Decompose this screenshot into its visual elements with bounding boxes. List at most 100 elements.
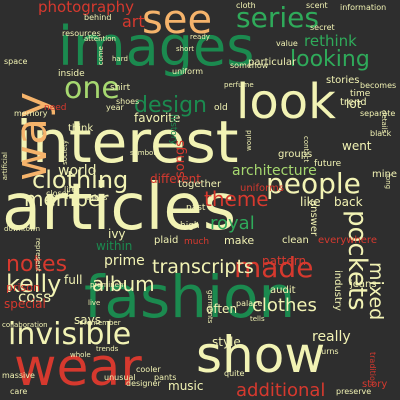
word-art: art [122, 12, 145, 31]
word-architecture: architecture [232, 163, 317, 179]
word-went: went [342, 139, 372, 153]
word-uniform: uniform [172, 67, 204, 76]
word-looking: looking [290, 47, 370, 72]
word-memory: memory [14, 109, 48, 118]
word-live: live [88, 299, 101, 307]
word-think: think [68, 123, 94, 134]
word-everywhere: everywhere [318, 235, 377, 246]
word-shoes: shoes [116, 97, 140, 106]
word-answer: answer [308, 200, 319, 237]
word-invisible: invisible [8, 317, 132, 352]
word-life: life [64, 185, 77, 194]
word-see: see [142, 0, 213, 43]
word-symbol: symbol [130, 149, 156, 157]
word-full: full [64, 273, 83, 287]
word-massive: massive [2, 371, 35, 380]
word-palace: palace [236, 299, 263, 308]
word-prime: prime [104, 253, 145, 269]
word-uniforms: uniforms [240, 183, 284, 194]
word-time: time [350, 89, 371, 99]
word-tells: tells [250, 315, 265, 323]
word-garments: garments [206, 290, 214, 324]
word-articles: articles [2, 171, 237, 245]
word-space: space [4, 57, 28, 66]
word-wear: wear [14, 338, 142, 398]
word-make: make [224, 234, 255, 247]
word-remember: remember [84, 319, 121, 327]
word-care: care [10, 387, 28, 396]
word-like: like [300, 195, 321, 209]
word-really: really [312, 329, 351, 345]
word-special: special [4, 297, 46, 311]
word-pants: pants [154, 373, 177, 382]
word-together: together [178, 179, 222, 190]
word-clothing: clothing [32, 166, 129, 194]
word-society: society [61, 140, 69, 165]
word-past: past [186, 203, 206, 213]
word-future: future [314, 159, 342, 169]
word-plaid: plaid [154, 235, 179, 246]
word-music: music [168, 379, 204, 393]
word-collaboration: collaboration [2, 321, 48, 329]
word-ivy: ivy [108, 227, 126, 241]
word-old: old [214, 103, 228, 113]
word-audit: audit [270, 285, 296, 296]
word-rethink: rethink [304, 32, 357, 50]
word-somehow: somehow [230, 61, 269, 70]
word-industry: industry [332, 270, 343, 311]
word-made: made [234, 251, 314, 284]
word-behind: behind [84, 13, 112, 22]
word-resources: resources [62, 29, 101, 38]
word-member: member [24, 187, 109, 211]
word-jeans: jeans [350, 279, 377, 290]
word-often: often [206, 302, 238, 316]
word-short: short [176, 45, 194, 53]
word-prominent: prominent [90, 281, 127, 289]
word-shirt: shirt [110, 83, 131, 93]
word-lot: lot [346, 97, 362, 111]
word-theme: theme [204, 187, 269, 211]
word-unusual: unusual [104, 373, 136, 382]
word-people: people [266, 167, 361, 200]
word-contact: contact [302, 136, 310, 163]
word-within: within [96, 239, 133, 253]
word-closet: closet [46, 189, 70, 198]
word-album: album [92, 272, 155, 296]
word-long: long [384, 174, 392, 190]
word-favorite: favorite [134, 111, 181, 125]
word-high: high [180, 221, 200, 231]
word-trends: trends [96, 345, 119, 353]
word-groups: groups [278, 149, 313, 160]
word-clothes: clothes [252, 295, 317, 316]
word-hard: hard [112, 55, 128, 63]
word-cloth: cloth [236, 1, 256, 10]
word-whole: whole [70, 351, 91, 359]
word-trend: trend [340, 97, 367, 108]
word-perfume: perfume [224, 81, 254, 89]
word-come: come [97, 46, 105, 66]
word-says: says [74, 313, 101, 327]
word-royal: royal [210, 213, 255, 234]
word-photography: photography [38, 0, 135, 16]
word-cooler: cooler [136, 365, 161, 374]
word-represent: represent [34, 238, 42, 272]
word-turns: turns [318, 347, 339, 356]
word-much: much [184, 237, 210, 247]
word-tradition: tradition [368, 352, 377, 386]
word-ready: ready [190, 33, 210, 41]
word-notes: notes [6, 252, 68, 277]
word-interest: interest [16, 108, 239, 176]
word-design: design [134, 93, 207, 118]
word-back: back [334, 195, 363, 209]
word-designer: designer [126, 379, 161, 388]
word-additional: additional [236, 380, 326, 400]
word-kelly: kelly [6, 270, 62, 298]
word-transcripts: transcripts [152, 256, 254, 278]
word-stories: stories [326, 75, 360, 86]
word-preserve: preserve [336, 387, 372, 396]
word-show: show [196, 326, 326, 384]
word-scent: scent [306, 1, 328, 10]
word-style: style [212, 335, 241, 349]
word-world: world [58, 163, 97, 179]
